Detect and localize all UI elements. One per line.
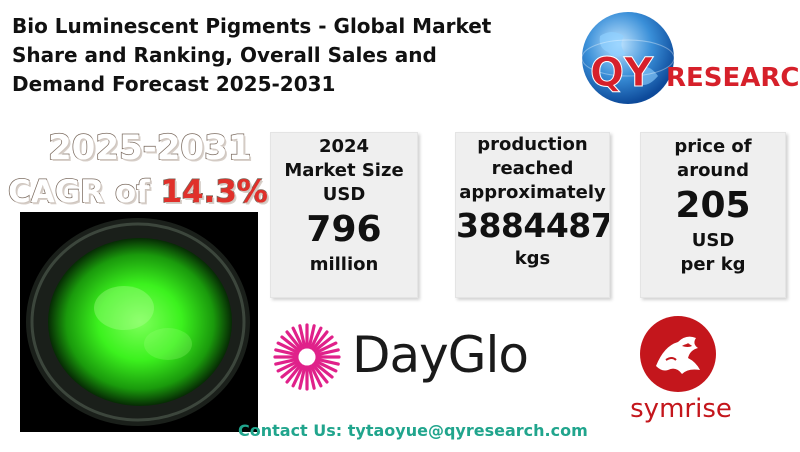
dayglo-ray — [276, 341, 300, 355]
price-label-1: price of — [674, 136, 752, 157]
dayglo-ray — [274, 348, 299, 357]
logo-brand-qy: QY — [590, 50, 654, 96]
market-size-currency: USD — [322, 184, 366, 205]
dayglo-logo-text: DayGlo — [352, 326, 529, 384]
cagr-prefix: CAGR of — [7, 173, 161, 211]
dayglo-ray — [280, 361, 301, 379]
dayglo-ray — [315, 357, 340, 366]
production-label-2: reached — [491, 158, 574, 179]
production-label-1: production — [477, 134, 588, 155]
price-card: price of around 205 USD per kg — [640, 132, 786, 298]
dayglo-ray — [311, 363, 329, 384]
dayglo-ray — [298, 324, 307, 349]
dayglo-starburst-icon — [273, 323, 341, 391]
symrise-logo-text: symrise — [630, 394, 732, 424]
dayglo-ray — [285, 330, 303, 351]
title-line-2: Share and Ranking, Overall Sales and — [12, 43, 437, 67]
production-label-3: approximately — [459, 182, 606, 203]
cagr-value: 14.3% — [160, 173, 269, 211]
dayglo-ray — [309, 326, 323, 350]
price-label-2: around — [677, 160, 749, 181]
market-size-card: 2024 Market Size USD 796 million — [270, 132, 418, 298]
dayglo-ray — [311, 330, 329, 351]
market-size-label: Market Size — [284, 160, 404, 181]
globe-icon — [581, 12, 675, 104]
production-unit: kgs — [514, 248, 551, 269]
market-size-value: 796 — [306, 209, 382, 250]
dayglo-ray — [285, 363, 303, 384]
market-size-unit: million — [309, 254, 379, 275]
dayglo-ray — [298, 365, 307, 390]
qyresearch-logo: QY RESEARCH — [581, 12, 800, 104]
market-size-year: 2024 — [318, 136, 370, 157]
dayglo-ray — [313, 335, 334, 353]
cagr-years: 2025-2031 — [47, 127, 252, 169]
dayglo-ray — [276, 359, 300, 373]
dayglo-ray — [307, 365, 316, 390]
dayglo-ray — [315, 348, 340, 357]
dayglo-ray — [291, 364, 305, 388]
dayglo-ray — [314, 341, 338, 355]
dayglo-ray — [314, 359, 338, 373]
symrise-dragon-icon — [640, 316, 716, 392]
price-unit: per kg — [680, 254, 746, 275]
contact-info: Contact Us: tytaoyue@qyresearch.com — [238, 421, 588, 440]
price-value: 205 — [675, 185, 751, 226]
page-title: Bio Luminescent Pigments - Global Market… — [12, 12, 572, 99]
production-value: 3884487 — [456, 206, 610, 245]
cagr-statement: CAGR of 14.3% — [7, 173, 269, 211]
dayglo-ray — [291, 326, 305, 350]
glowing-pigment-dish-image — [20, 212, 258, 432]
title-line-3: Demand Forecast 2025-2031 — [12, 72, 336, 96]
dayglo-ray — [274, 357, 299, 366]
logo-brand-research: RESEARCH — [666, 63, 800, 93]
price-currency: USD — [691, 230, 735, 251]
dayglo-ray — [309, 364, 323, 388]
production-card: production reached approximately 3884487… — [455, 132, 610, 298]
dayglo-ray — [280, 335, 301, 353]
title-line-1: Bio Luminescent Pigments - Global Market — [12, 14, 492, 38]
dayglo-ray — [313, 361, 334, 379]
dayglo-ray — [307, 324, 316, 349]
